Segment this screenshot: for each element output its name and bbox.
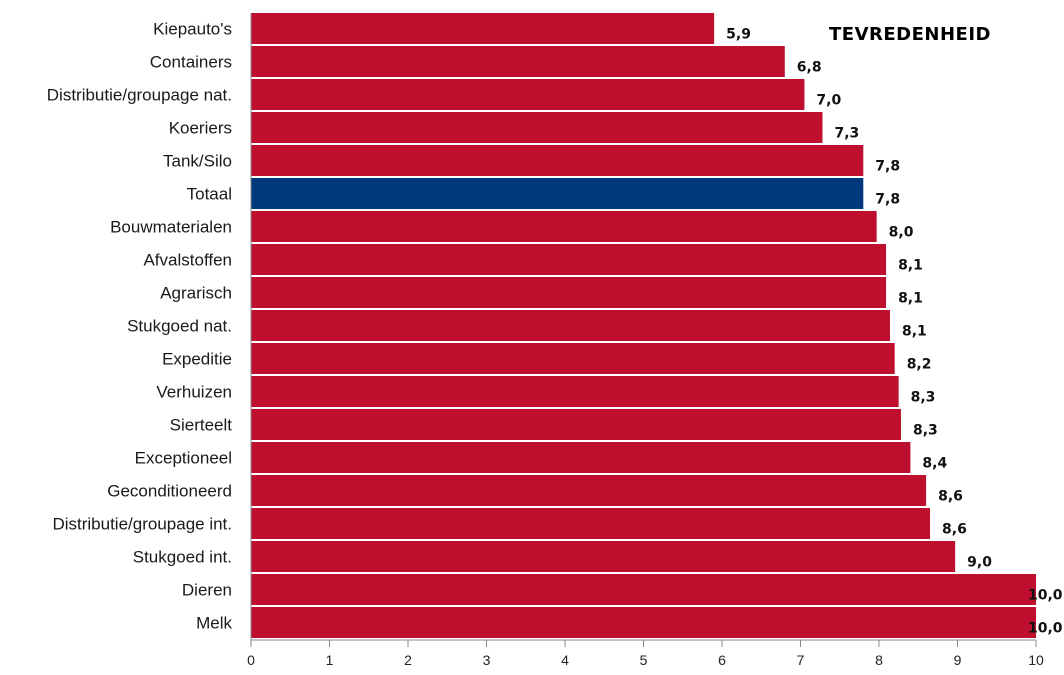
bars-group: [251, 13, 1036, 638]
category-label: Dieren: [182, 581, 232, 600]
category-label: Koeriers: [169, 119, 232, 138]
bar-0: [251, 13, 715, 44]
x-tick-label: 3: [483, 652, 491, 668]
category-label: Geconditioneerd: [107, 482, 232, 501]
category-label: Stukgoed int.: [133, 548, 232, 567]
bar-9: [251, 310, 890, 341]
bar-4: [251, 145, 864, 176]
bar-13: [251, 442, 911, 473]
category-label: Tank/Silo: [163, 152, 232, 171]
x-tick-label: 0: [247, 652, 255, 668]
value-label: 7,8: [875, 192, 900, 208]
bar-12: [251, 409, 901, 440]
chart-title: TEVREDENHEID: [829, 24, 991, 45]
category-label: Distributie/groupage nat.: [47, 86, 232, 105]
bar-5: [251, 178, 864, 209]
category-label: Verhuizen: [156, 383, 232, 402]
x-tick-label: 1: [326, 652, 334, 668]
category-label: Expeditie: [162, 350, 232, 369]
x-tick-label: 9: [954, 652, 962, 668]
category-label: Afvalstoffen: [143, 251, 232, 270]
value-label: 8,2: [907, 357, 932, 373]
value-label: 7,0: [816, 93, 841, 109]
value-label: 8,0: [889, 225, 914, 241]
value-label: 8,1: [898, 258, 923, 274]
category-label: Kiepauto's: [153, 20, 232, 39]
value-label: 8,1: [902, 324, 927, 340]
bar-15: [251, 508, 931, 539]
value-label: 7,8: [875, 159, 900, 175]
value-label: 8,3: [913, 423, 938, 439]
x-tick-label: 10: [1028, 652, 1044, 668]
category-label: Melk: [196, 614, 232, 633]
category-label: Distributie/groupage int.: [52, 515, 232, 534]
value-label: 9,0: [967, 555, 992, 571]
category-label: Bouwmaterialen: [110, 218, 232, 237]
value-label: 6,8: [797, 60, 822, 76]
category-label: Sierteelt: [170, 416, 233, 435]
value-label: 8,6: [938, 489, 963, 505]
bar-10: [251, 343, 895, 374]
x-tick-label: 2: [404, 652, 412, 668]
x-tick-label: 5: [640, 652, 648, 668]
bar-6: [251, 211, 877, 242]
bar-8: [251, 277, 887, 308]
value-label: 8,3: [911, 390, 936, 406]
bar-14: [251, 475, 927, 506]
category-label: Containers: [150, 53, 232, 72]
bar-18: [251, 607, 1036, 638]
category-label: Stukgoed nat.: [127, 317, 232, 336]
x-tick-label: 7: [797, 652, 805, 668]
bar-16: [251, 541, 956, 572]
x-axis: 0 1 2 3 4 5 6 7 8 9 10: [247, 13, 1044, 668]
bar-3: [251, 112, 823, 143]
bar-2: [251, 79, 805, 110]
value-label: 7,3: [834, 126, 859, 142]
category-label: Agrarisch: [160, 284, 232, 303]
value-label: 8,6: [942, 522, 967, 538]
category-label: Exceptioneel: [135, 449, 232, 468]
bar-7: [251, 244, 887, 275]
x-tick-label: 8: [875, 652, 883, 668]
value-label: 8,4: [922, 456, 947, 472]
category-label: Totaal: [187, 185, 232, 204]
category-labels: Kiepauto's 5,9 Containers 6,8 Distributie/gr…: [47, 20, 1063, 637]
value-label: 10,0: [1028, 588, 1063, 604]
x-tick-label: 6: [718, 652, 726, 668]
x-tick-label: 4: [561, 652, 569, 668]
value-label: 5,9: [726, 27, 751, 43]
bar-11: [251, 376, 899, 407]
value-label: 10,0: [1028, 621, 1063, 637]
bar-17: [251, 574, 1036, 605]
value-label: 8,1: [898, 291, 923, 307]
bar-1: [251, 46, 785, 77]
